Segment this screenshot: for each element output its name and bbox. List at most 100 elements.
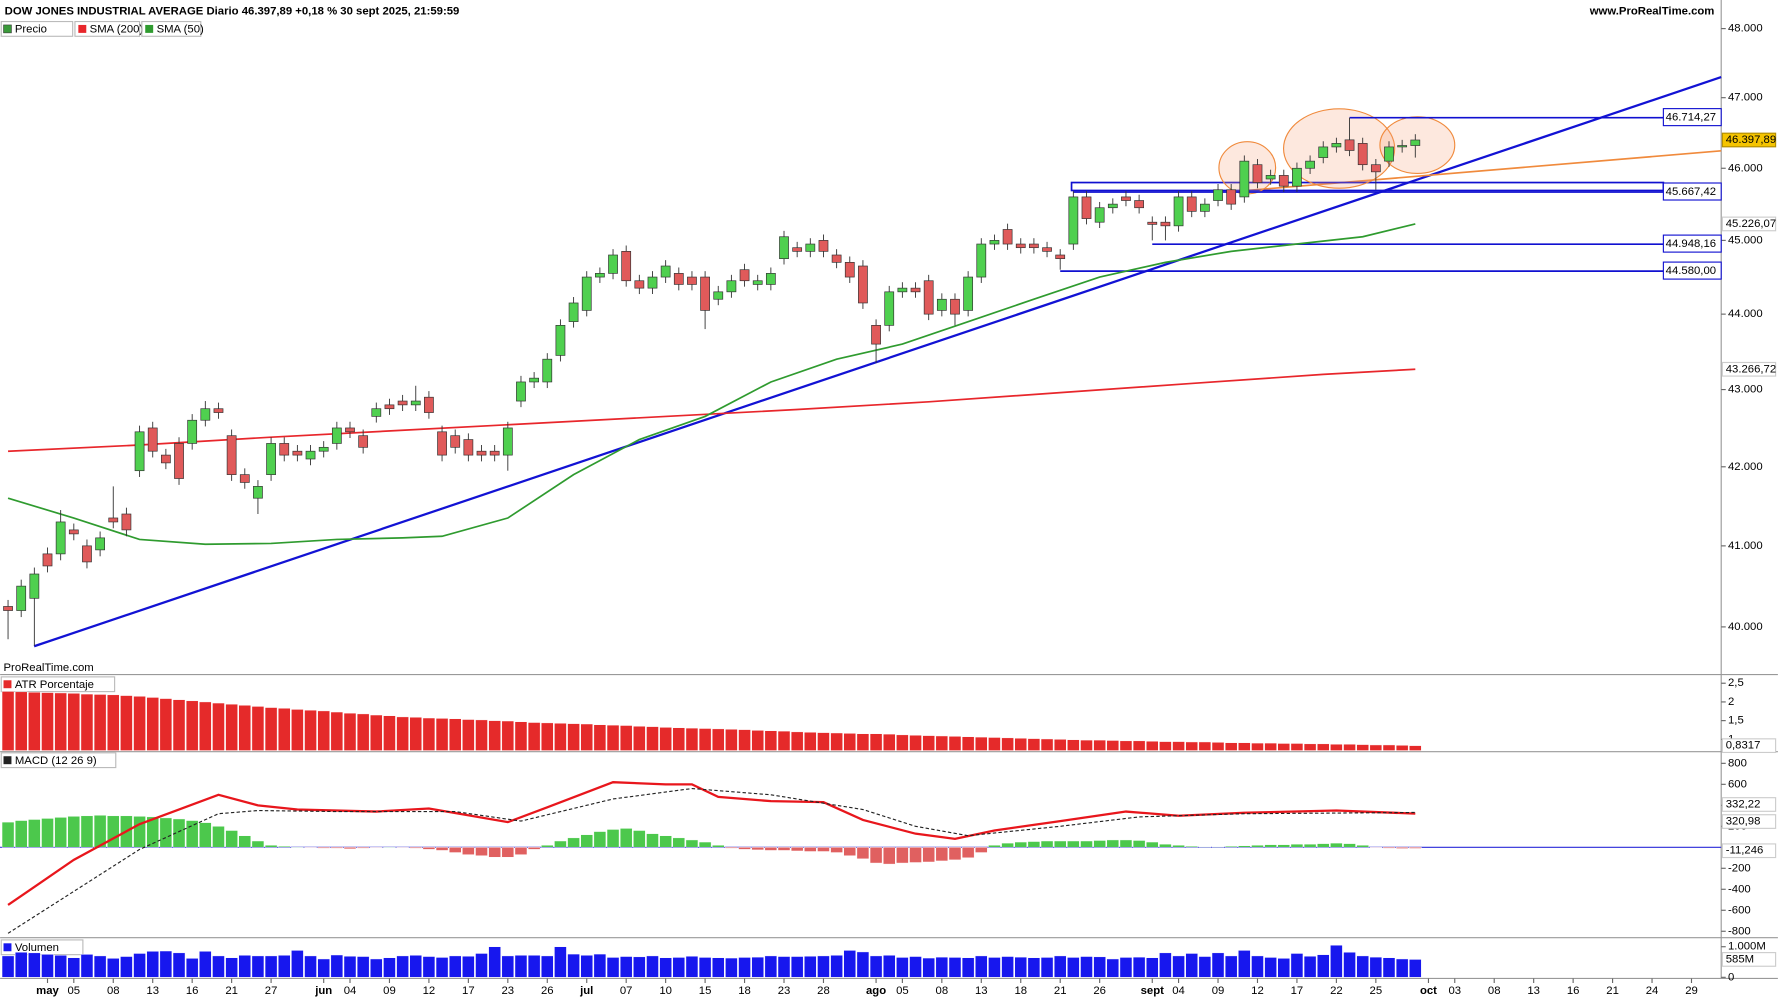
bar	[764, 730, 778, 751]
histogram-bar	[1369, 847, 1383, 849]
candle-body	[463, 439, 474, 456]
histogram-bar	[1382, 847, 1396, 849]
bar	[738, 957, 751, 978]
legend-box[interactable]	[74, 20, 141, 37]
chart-title: DOW JONES INDUSTRIAL AVERAGE Diario 46.3…	[5, 5, 460, 17]
histogram-bar	[817, 847, 830, 852]
bar	[567, 953, 580, 978]
bar	[462, 719, 475, 751]
bar	[633, 726, 646, 751]
histogram-bar	[1, 821, 15, 848]
bar	[409, 717, 422, 751]
y-tick-label: 42.000	[1728, 461, 1763, 473]
x-tick-label: 27	[265, 985, 278, 997]
y-tick-label: 44.000	[1728, 308, 1763, 320]
bar	[554, 946, 567, 978]
bar	[1027, 957, 1041, 978]
histogram-bar	[712, 844, 725, 848]
histogram-bar	[1251, 844, 1264, 848]
bar	[1251, 742, 1264, 751]
histogram-bar	[1001, 842, 1014, 848]
x-tick-label: 16	[186, 985, 199, 997]
bar	[1238, 950, 1251, 978]
candle-body	[752, 280, 763, 285]
level-tag-label: 44.948,16	[1666, 238, 1716, 250]
histogram-bar	[1409, 847, 1422, 849]
x-tick-label: 17	[1291, 985, 1304, 997]
bar	[343, 955, 357, 978]
bar	[172, 699, 186, 751]
bar	[1, 691, 15, 751]
bar	[278, 955, 291, 978]
histogram-bar	[14, 820, 28, 848]
bar	[527, 955, 541, 978]
bar	[317, 710, 330, 751]
bar	[1014, 956, 1027, 978]
bar	[817, 732, 830, 751]
x-tick-label: may	[36, 985, 59, 997]
candle-body	[305, 450, 316, 460]
panel-title-box[interactable]	[0, 676, 116, 693]
bar	[961, 957, 975, 978]
histogram-bar	[514, 847, 528, 855]
histogram-bar	[1106, 839, 1120, 848]
y-tick-label: -600	[1728, 904, 1751, 916]
candle-body	[647, 276, 658, 289]
candle-body	[279, 443, 290, 456]
candle-body	[174, 443, 184, 479]
candle-body	[1397, 145, 1408, 148]
bar	[1132, 740, 1146, 751]
bar	[514, 721, 528, 751]
legend-box[interactable]	[0, 20, 74, 37]
histogram-bar	[567, 837, 580, 848]
bar	[14, 691, 28, 751]
candle-body	[82, 545, 92, 563]
bar	[712, 957, 725, 978]
bar	[317, 958, 330, 978]
bar	[685, 727, 699, 751]
bar	[777, 730, 791, 751]
bar	[1277, 743, 1291, 751]
bar	[1290, 953, 1304, 978]
histogram-bar	[948, 847, 962, 861]
candle-body	[660, 265, 671, 278]
bar	[843, 950, 857, 978]
histogram-bar	[317, 847, 330, 849]
bar	[961, 736, 975, 751]
panel-title: MACD (12 26 9)	[15, 755, 97, 767]
legend-box[interactable]	[141, 20, 202, 37]
bar	[790, 956, 804, 978]
line-series	[7, 787, 1416, 934]
histogram-bar	[107, 815, 120, 848]
bar	[1395, 745, 1409, 751]
bar	[1382, 957, 1396, 978]
site-link[interactable]: www.ProRealTime.com	[1589, 5, 1715, 17]
candle-body	[805, 243, 816, 252]
bar	[712, 728, 725, 751]
bar	[304, 709, 317, 751]
bar	[1067, 739, 1080, 751]
candle-body	[134, 431, 145, 472]
bar	[501, 955, 515, 978]
x-tick-label: 08	[107, 985, 120, 997]
histogram-bar	[1040, 840, 1054, 848]
bar	[172, 952, 186, 978]
value-tag-label: 45.226,07	[1726, 218, 1776, 230]
histogram-bar	[777, 847, 791, 851]
x-tick-label: 21	[225, 985, 238, 997]
histogram-bar	[1119, 839, 1133, 848]
bar	[1146, 957, 1159, 978]
histogram-bar	[961, 847, 975, 859]
bar	[606, 957, 620, 978]
bar	[1106, 958, 1120, 978]
bar	[1290, 743, 1304, 751]
histogram-bar	[462, 847, 475, 855]
bar	[28, 691, 41, 751]
histogram-bar	[633, 830, 646, 848]
x-tick-label: jun	[314, 985, 332, 997]
candle-body	[213, 408, 224, 413]
candle-body	[1029, 243, 1039, 249]
panel-title-box[interactable]	[0, 752, 117, 769]
bar	[1303, 743, 1317, 751]
bar	[278, 708, 291, 751]
